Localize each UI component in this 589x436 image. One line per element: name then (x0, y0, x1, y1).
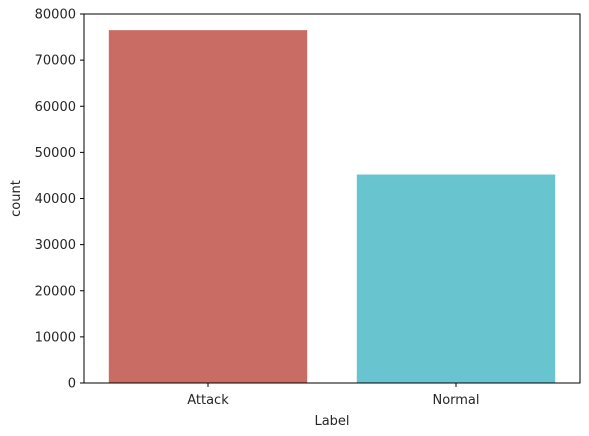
y-axis-label: count (9, 180, 24, 217)
y-axis-ticks: 0 10000 20000 30000 40000 50000 60000 70000 8000… (35, 8, 84, 392)
plot-frame (83, 13, 581, 384)
y-tick-label: 40000 (35, 192, 76, 207)
x-axis-label: Label (314, 414, 349, 429)
y-tick-label: 50000 (35, 146, 76, 161)
y-tick-label: 20000 (35, 284, 76, 299)
x-tick-label-attack: Attack (187, 393, 229, 408)
y-tick-label: 30000 (35, 238, 76, 253)
y-tick-label: 70000 (35, 54, 76, 69)
y-tick-label: 10000 (35, 330, 76, 345)
x-axis-ticks: Attack Normal (187, 383, 480, 408)
x-tick-label-normal: Normal (432, 393, 479, 408)
y-tick-label: 0 (68, 377, 76, 392)
bars-group (108, 30, 556, 384)
y-tick-label: 60000 (35, 100, 76, 115)
bar-normal (356, 174, 556, 383)
bar-attack (108, 30, 308, 384)
y-tick-label: 80000 (35, 8, 76, 23)
